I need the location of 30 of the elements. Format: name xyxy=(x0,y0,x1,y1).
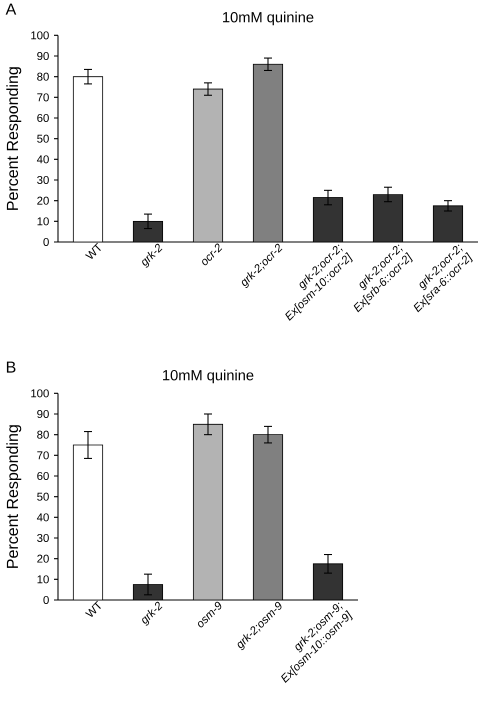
y-tick-label: 60 xyxy=(37,114,49,122)
y-tick-label: 70 xyxy=(37,451,49,460)
text: A xyxy=(6,4,16,15)
y-tick-label: 80 xyxy=(37,72,49,81)
y-tick-label: 0 xyxy=(43,596,49,604)
y-tick-label: 30 xyxy=(37,176,49,184)
y-axis-title: Percent Responding xyxy=(6,67,22,210)
chart-title: 10mM quinine xyxy=(163,370,254,384)
text: B xyxy=(6,362,16,373)
chart-title: 10mM quinine xyxy=(223,12,314,26)
y-tick-label: 30 xyxy=(37,534,49,542)
y-tick-label: 50 xyxy=(37,492,49,501)
y-axis-title: Percent Responding xyxy=(6,425,22,568)
y-tick-label: 10 xyxy=(38,575,49,584)
y-tick-label: 100 xyxy=(31,389,49,398)
y-tick-label: 90 xyxy=(37,52,49,60)
y-tick-label: 40 xyxy=(36,155,49,164)
y-tick-label: 50 xyxy=(37,134,49,143)
y-tick-label: 20 xyxy=(37,196,49,205)
y-tick-label: 70 xyxy=(37,93,49,102)
y-tick-label: 10 xyxy=(38,217,49,226)
y-tick-label: 40 xyxy=(36,513,49,522)
y-tick-label: 20 xyxy=(37,554,49,563)
y-tick-label: 0 xyxy=(43,238,49,246)
y-tick-label: 60 xyxy=(37,472,49,480)
y-tick-label: 90 xyxy=(37,410,49,418)
x-tick-label: WT xyxy=(84,242,101,259)
y-tick-label: 80 xyxy=(37,430,49,439)
y-tick-label: 100 xyxy=(31,31,49,40)
x-tick-label: WT xyxy=(84,600,101,617)
